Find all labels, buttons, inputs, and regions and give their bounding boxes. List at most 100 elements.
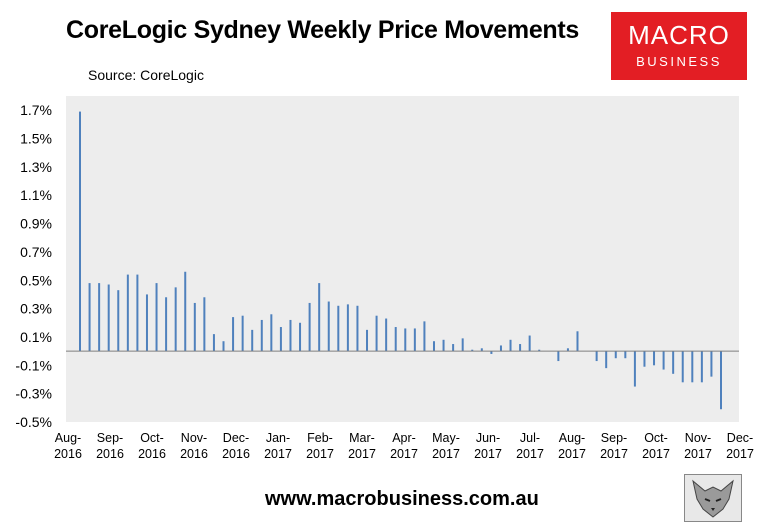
bar — [710, 351, 713, 377]
source-note: Source: CoreLogic — [88, 67, 204, 83]
logo-line-2: BUSINESS — [636, 54, 722, 69]
bar — [461, 338, 464, 352]
bar — [413, 328, 416, 352]
bar — [653, 351, 656, 366]
bar — [672, 351, 675, 374]
x-tick-label: Sep- — [601, 431, 627, 445]
bar — [117, 290, 120, 352]
bar — [519, 344, 522, 352]
bar — [490, 351, 493, 354]
y-tick-label: -0.1% — [15, 357, 52, 373]
x-tick-label: May- — [432, 431, 460, 445]
x-tick-label: 2016 — [180, 447, 208, 461]
bar — [442, 339, 445, 352]
bar — [720, 351, 722, 410]
y-tick-label: 0.9% — [20, 216, 52, 232]
x-tick-label: Jul- — [520, 431, 540, 445]
x-tick-label: Sep- — [97, 431, 123, 445]
bar — [499, 345, 502, 352]
bar — [155, 283, 158, 352]
x-tick-label: Feb- — [307, 431, 333, 445]
x-tick-label: 2017 — [726, 447, 754, 461]
bar — [165, 297, 168, 352]
x-tick-label: 2016 — [54, 447, 82, 461]
x-tick-label: 2016 — [96, 447, 124, 461]
plot-area — [66, 96, 739, 422]
x-tick-label: 2016 — [222, 447, 250, 461]
bar — [318, 283, 321, 352]
x-tick-label: Oct- — [140, 431, 164, 445]
bar — [375, 315, 378, 352]
logo-line-1: MACRO — [628, 20, 730, 50]
bar — [452, 344, 455, 352]
bar — [136, 274, 139, 352]
bar — [346, 304, 349, 352]
bar — [681, 351, 684, 383]
x-tick-label: Jan- — [266, 431, 290, 445]
x-tick-label: Aug- — [55, 431, 81, 445]
y-tick-label: 0.7% — [20, 244, 52, 260]
x-tick-label: Aug- — [559, 431, 585, 445]
bar — [203, 297, 206, 352]
x-tick-label: Dec- — [223, 431, 249, 445]
bar — [605, 351, 608, 369]
bar — [88, 283, 91, 352]
y-tick-label: -0.3% — [15, 386, 52, 402]
wolf-logo-icon — [684, 474, 742, 522]
x-tick-label: Oct- — [644, 431, 668, 445]
bar — [385, 318, 388, 352]
macro-business-logo: MACRO BUSINESS — [611, 12, 747, 80]
y-tick-label: 1.1% — [20, 187, 52, 203]
website-url: www.macrobusiness.com.au — [265, 488, 539, 510]
bar — [356, 305, 359, 352]
bar — [270, 314, 273, 352]
bar — [538, 349, 541, 352]
x-tick-label: 2017 — [558, 447, 586, 461]
bar — [509, 339, 512, 352]
bar — [471, 349, 474, 352]
bar — [624, 351, 627, 359]
y-tick-label: 0.1% — [20, 329, 52, 345]
y-tick-label: 1.5% — [20, 131, 52, 147]
bar — [222, 341, 225, 352]
bar — [595, 351, 598, 362]
bar — [394, 327, 397, 352]
x-tick-label: 2017 — [390, 447, 418, 461]
x-tick-label: 2017 — [642, 447, 670, 461]
bar — [279, 327, 282, 352]
bar — [566, 348, 569, 352]
bar — [212, 334, 215, 352]
bar-series — [79, 111, 722, 410]
bar — [126, 274, 129, 352]
bar — [174, 287, 177, 352]
bar — [614, 351, 617, 359]
bar — [251, 329, 254, 352]
x-axis: Aug- 2016 Sep- 2016 Oct- 2016 Nov- 2016 Dec- 2016… — [54, 431, 754, 461]
bar — [691, 351, 694, 383]
bar — [241, 315, 244, 352]
y-tick-label: 0.5% — [20, 272, 52, 288]
bar — [643, 351, 646, 367]
x-tick-label: Apr- — [392, 431, 416, 445]
bar — [98, 283, 101, 352]
y-tick-label: -0.5% — [15, 414, 52, 430]
x-tick-label: 2017 — [306, 447, 334, 461]
x-tick-label: 2017 — [348, 447, 376, 461]
bar — [528, 335, 531, 352]
bar-chart: -0.5% -0.3% -0.1% 0.1% 0.3% 0.5% 0.7% 0.9% 1.1% 1… — [15, 96, 754, 461]
bar — [232, 317, 235, 352]
x-tick-label: 2017 — [474, 447, 502, 461]
bar — [432, 341, 435, 352]
x-tick-label: Mar- — [349, 431, 375, 445]
bar — [700, 351, 703, 383]
bar — [576, 331, 579, 352]
bar — [299, 322, 302, 352]
x-tick-label: Nov- — [181, 431, 207, 445]
y-axis: -0.5% -0.3% -0.1% 0.1% 0.3% 0.5% 0.7% 0.9% 1.1% 1… — [15, 102, 52, 430]
y-tick-label: 1.3% — [20, 159, 52, 175]
x-tick-label: 2016 — [138, 447, 166, 461]
x-tick-label: 2017 — [516, 447, 544, 461]
x-tick-label: 2017 — [432, 447, 460, 461]
bar — [260, 319, 263, 352]
bar — [557, 351, 560, 362]
